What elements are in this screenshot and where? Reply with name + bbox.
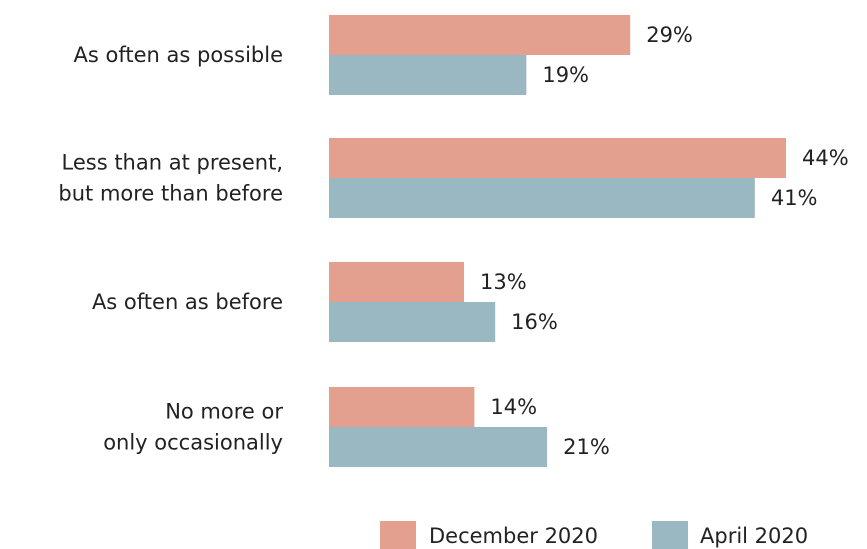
bar-december-2020 — [329, 15, 631, 55]
legend-label: April 2020 — [700, 524, 808, 548]
data-label: 44% — [802, 146, 849, 170]
bar-april-2020 — [329, 427, 548, 467]
legend-label: December 2020 — [429, 524, 598, 548]
data-label: 16% — [511, 310, 558, 334]
category-label: only occasionally — [103, 431, 283, 455]
data-label: 14% — [490, 395, 537, 419]
labels-layer: As often as possible 29% 19% Less than at p… — [58, 23, 848, 459]
data-label: 19% — [542, 63, 589, 87]
category-label: As often as before — [92, 290, 283, 314]
legend: December 2020 April 2020 — [380, 521, 808, 549]
legend-swatch — [380, 521, 416, 549]
bar-december-2020 — [329, 138, 786, 178]
legend-swatch — [652, 521, 688, 549]
bar-april-2020 — [329, 55, 527, 95]
category-label: No more or — [165, 400, 283, 424]
bar-april-2020 — [329, 302, 496, 342]
data-label: 21% — [563, 435, 610, 459]
data-label: 41% — [771, 186, 818, 210]
bars-layer — [329, 15, 786, 467]
data-label: 13% — [480, 270, 527, 294]
category-label: Less than at present, — [62, 151, 283, 175]
bar-december-2020 — [329, 387, 475, 427]
category-label: but more than before — [58, 182, 283, 206]
data-label: 29% — [646, 23, 693, 47]
category-label: As often as possible — [74, 43, 283, 67]
bar-april-2020 — [329, 178, 755, 218]
bar-december-2020 — [329, 262, 465, 302]
